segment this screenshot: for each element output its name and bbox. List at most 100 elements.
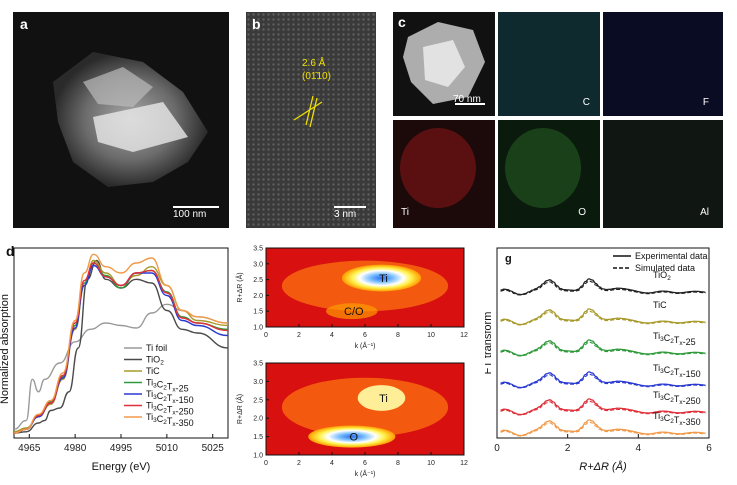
series-line [13, 262, 229, 434]
experimental-line [500, 398, 706, 416]
y-axis-label: Normalized absorption [0, 294, 11, 404]
series-line [13, 253, 229, 434]
x-axis-label: k (Å⁻¹) [355, 341, 376, 350]
eds-map-o: O [498, 120, 600, 228]
simulated-line [500, 400, 706, 416]
legend-label: TiO2 [146, 355, 164, 367]
panel-label: a [20, 16, 28, 32]
panel-label: c [398, 14, 406, 30]
series-label: TiO2 [653, 270, 671, 282]
y-tick-label: 1.5 [253, 434, 263, 441]
heatmap-peak [357, 385, 406, 411]
peak-label: O [350, 432, 359, 444]
y-tick-label: 1.0 [253, 325, 263, 332]
peak-label: Ti [379, 273, 388, 285]
x-tick-label: 5025 [202, 443, 225, 454]
series-label: Ti3C2Tx-350 [653, 411, 701, 427]
chart-f: fTiO0246810121.01.52.02.53.03.5k (Å⁻¹)R+… [235, 361, 468, 479]
simulated-line [500, 341, 706, 357]
x-tick-label: 4980 [64, 443, 87, 454]
lattice-pattern [246, 12, 376, 228]
x-tick-label: 6 [363, 332, 367, 339]
x-tick-label: 4 [636, 443, 642, 454]
x-axis-label: k (Å⁻¹) [355, 469, 376, 478]
x-tick-label: 10 [427, 460, 435, 467]
element-label: Al [700, 207, 709, 218]
y-tick-label: 2.5 [253, 277, 263, 284]
legend-label: TiC [146, 366, 160, 376]
scale-bar [334, 206, 366, 208]
y-tick-label: 2.0 [253, 416, 263, 423]
experimental-line [500, 371, 706, 389]
series-label: Ti3C2Tx-250 [653, 390, 701, 406]
x-axis-label: Energy (eV) [92, 461, 151, 473]
scale-bar-label: 70 nm [453, 94, 481, 105]
eds-map-ti: Ti [393, 120, 495, 228]
heatmap-peak [308, 425, 396, 448]
panel-c-haadf: c 70 nm [393, 12, 495, 116]
element-label: F [702, 97, 709, 108]
lattice-plane-label: (01̄10) [302, 71, 331, 82]
x-axis-label: R+ΔR (Å) [579, 460, 627, 473]
element-label: C [582, 97, 590, 108]
x-tick-label: 6 [363, 460, 367, 467]
experimental-line [500, 419, 706, 437]
x-tick-label: 5010 [156, 443, 179, 454]
x-tick-label: 2 [297, 460, 301, 467]
simulated-line [500, 421, 706, 437]
x-tick-label: 4995 [110, 443, 133, 454]
simulated-line [500, 373, 706, 389]
y-axis-label: R+ΔR (Å) [235, 394, 244, 424]
chart-d: 4965 4980 4995 5010 5025 Energy (eV) Normalize… [0, 247, 229, 473]
y-tick-label: 1.5 [253, 309, 263, 316]
panel-b-image: b 2.6 Å (01̄10) 3 nm [246, 12, 376, 228]
y-axis-label: R+ΔR (Å) [235, 272, 244, 302]
x-tick-label: 4965 [18, 443, 41, 454]
y-tick-label: 3.0 [253, 379, 263, 386]
y-tick-label: 3.5 [253, 246, 263, 253]
x-tick-label: 6 [706, 443, 712, 454]
plot-frame [13, 247, 229, 439]
scale-bar-label: 100 nm [173, 209, 207, 220]
series-label: Ti3C2Tx-150 [653, 363, 701, 379]
panel-label: b [252, 16, 261, 32]
x-tick-label: 4 [330, 460, 334, 467]
haadf-particle [403, 22, 485, 104]
y-axis-label: FT transform [485, 312, 494, 375]
y-tick-label: 3.5 [253, 361, 263, 368]
peak-label: C/O [344, 306, 364, 318]
y-tick-label: 2.0 [253, 293, 263, 300]
lattice-spacing-label: 2.6 Å [302, 58, 326, 69]
panel-label: d [6, 243, 15, 259]
x-tick-label: 10 [427, 332, 435, 339]
series-label: Ti3C2Tx-25 [653, 331, 696, 347]
eds-map-f: F [603, 12, 723, 116]
scale-bar-label: 3 nm [334, 209, 357, 220]
simulated-line [500, 280, 706, 296]
series-label: TiC [653, 300, 667, 310]
y-tick-label: 3.0 [253, 261, 263, 268]
x-tick-label: 8 [396, 332, 400, 339]
tem-particle [53, 52, 208, 187]
x-tick-label: 12 [460, 460, 468, 467]
experimental-line [500, 278, 706, 296]
o-signal [505, 128, 581, 208]
x-tick-label: 0 [494, 443, 500, 454]
legend-label: Ti3C2Tx-150 [146, 389, 194, 405]
experimental-line [500, 339, 706, 357]
ti-signal [400, 128, 476, 208]
x-tick-label: 0 [264, 460, 268, 467]
simulated-line [500, 310, 706, 326]
x-tick-label: 12 [460, 332, 468, 339]
panel-label: g [505, 253, 512, 265]
x-tick-label: 4 [330, 332, 334, 339]
x-tick-label: 2 [297, 332, 301, 339]
scale-bar [455, 103, 485, 105]
y-tick-label: 1.0 [253, 453, 263, 460]
heatmap-peak [326, 303, 378, 320]
element-label: O [578, 207, 586, 218]
x-tick-label: 8 [396, 460, 400, 467]
peak-label: Ti [379, 393, 388, 405]
experimental-line [500, 308, 706, 326]
